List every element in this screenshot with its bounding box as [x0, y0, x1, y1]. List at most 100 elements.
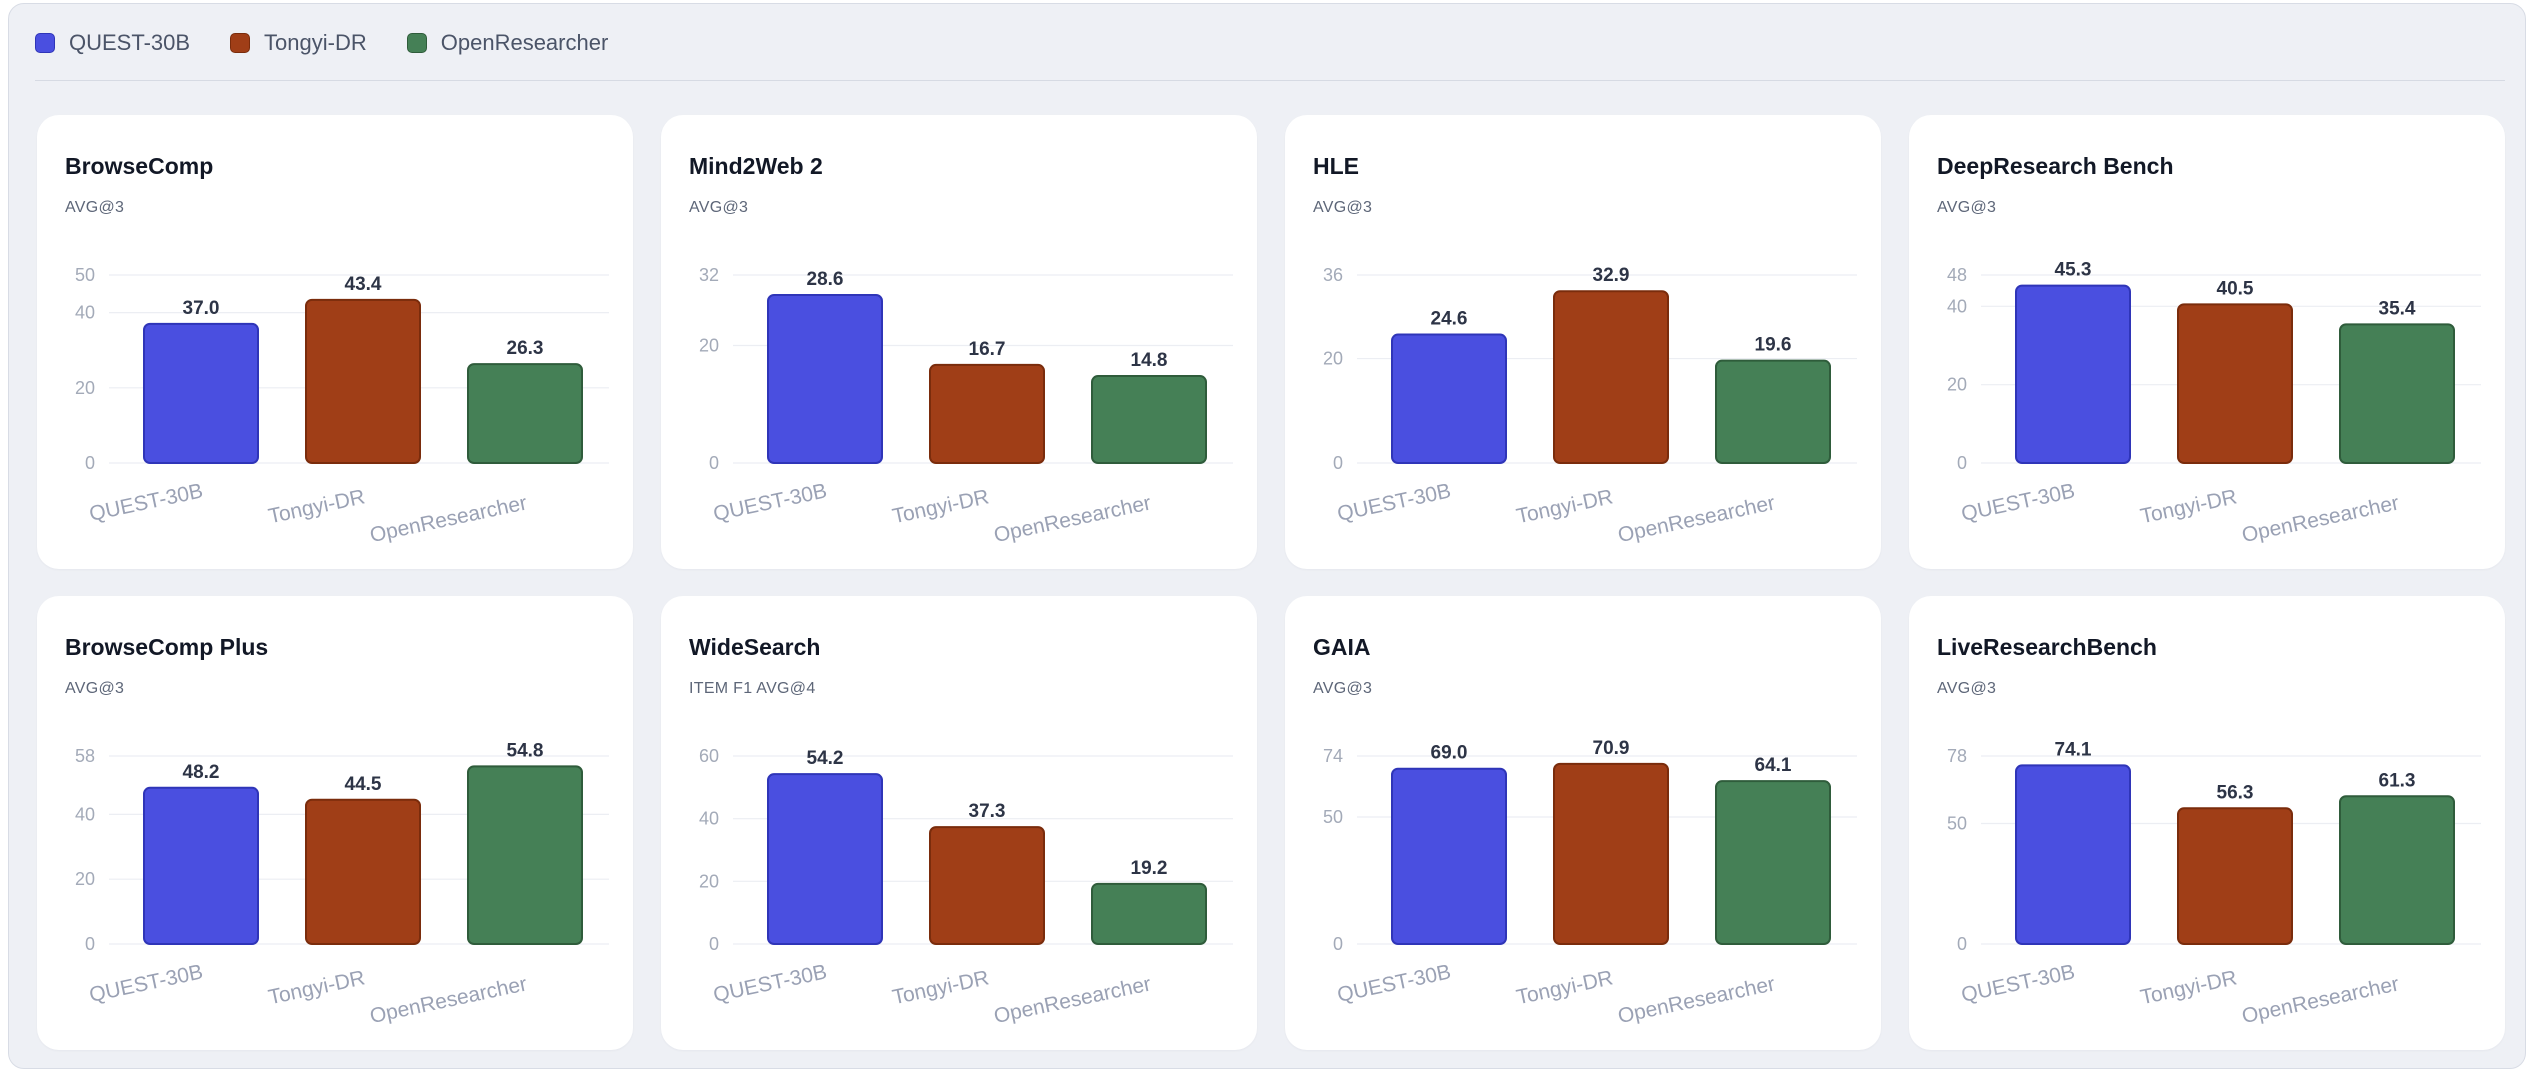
chart-title: HLE — [1313, 153, 1359, 179]
x-tick-label: OpenResearcher — [2240, 491, 2401, 547]
bar-value-label: 70.9 — [1593, 738, 1630, 759]
legend-label: Tongyi-DR — [264, 30, 367, 55]
bar-tongyi-dr — [1553, 762, 1669, 945]
x-tick-label: Tongyi-DR — [1514, 966, 1615, 1009]
x-tick-label: Tongyi-DR — [266, 485, 367, 528]
x-tick-label: OpenResearcher — [992, 491, 1153, 547]
y-tick-label: 40 — [699, 809, 719, 829]
y-tick-label: 40 — [75, 804, 95, 824]
legend-label: OpenResearcher — [440, 30, 609, 55]
y-tick-label: 0 — [709, 453, 719, 473]
chart-card-browsecomp-plus: BrowseComp Plus AVG@3 0 20 40 58 48.2 QUEST-30B… — [37, 596, 633, 1050]
chart-subtitle: AVG@3 — [1937, 680, 1997, 697]
bar-openresearcher — [1091, 375, 1207, 464]
x-tick-label: Tongyi-DR — [890, 485, 991, 528]
y-tick-label: 78 — [1947, 746, 1967, 766]
y-tick-label: 0 — [709, 934, 719, 954]
bar-value-label: 19.6 — [1755, 335, 1792, 356]
bar-value-label: 69.0 — [1431, 743, 1468, 764]
chart-subtitle: AVG@3 — [1313, 199, 1373, 216]
chart-card-gaia: GAIA AVG@3 0 50 74 69.0 QUEST-30B 70.9 Tongyi-DR… — [1285, 596, 1881, 1050]
bar-value-label: 37.3 — [969, 801, 1006, 822]
legend-label: QUEST-30B — [69, 30, 191, 55]
bar-quest-30b — [143, 786, 259, 945]
y-tick-label: 0 — [1333, 453, 1343, 473]
legend-swatch — [406, 33, 427, 53]
y-tick-label: 20 — [1947, 375, 1967, 395]
chart-title: DeepResearch Bench — [1937, 153, 2174, 179]
y-tick-label: 0 — [1957, 453, 1967, 473]
bar-quest-30b — [2015, 764, 2131, 945]
bar-value-label: 40.5 — [2217, 278, 2254, 299]
bar-tongyi-dr — [2177, 303, 2293, 464]
bar-value-label: 45.3 — [2055, 260, 2092, 281]
bar-tongyi-dr — [1553, 290, 1669, 464]
bar-chart: 0 50 78 74.1 QUEST-30B 56.3 Tongyi-DR 61.3 OpenR… — [1947, 739, 2481, 1028]
bar-value-label: 54.8 — [507, 740, 544, 761]
y-tick-label: 50 — [1947, 813, 1967, 833]
bar-value-label: 28.6 — [807, 269, 844, 290]
y-tick-label: 40 — [1947, 296, 1967, 316]
bar-value-label: 37.0 — [183, 298, 220, 319]
bar-value-label: 74.1 — [2055, 739, 2092, 760]
chart-title: BrowseComp Plus — [65, 634, 269, 660]
bar-openresearcher — [467, 363, 583, 464]
x-tick-label: OpenResearcher — [992, 972, 1153, 1028]
bar-tongyi-dr — [929, 363, 1045, 464]
bar-chart: 0 20 40 60 54.2 QUEST-30B 37.3 Tongyi-DR 19.2 Ope… — [699, 746, 1233, 1028]
x-tick-label: QUEST-30B — [1959, 479, 2077, 526]
y-tick-label: 20 — [75, 869, 95, 889]
chart-card-widesearch: WideSearch ITEM F1 AVG@4 0 20 40 60 54.2 QUEST-… — [661, 596, 1257, 1050]
y-tick-label: 0 — [85, 453, 95, 473]
y-tick-label: 50 — [75, 265, 95, 285]
bar-chart: 0 50 74 69.0 QUEST-30B 70.9 Tongyi-DR 64.1 OpenR… — [1323, 738, 1857, 1028]
bar-openresearcher — [2339, 323, 2455, 464]
y-tick-label: 20 — [1323, 349, 1343, 369]
bar-quest-30b — [1391, 767, 1507, 945]
legend-swatch — [35, 33, 55, 53]
legend-divider — [35, 80, 2505, 81]
x-tick-label: Tongyi-DR — [2138, 485, 2239, 528]
x-tick-label: Tongyi-DR — [2138, 966, 2239, 1009]
chart-card-browsecomp: BrowseComp AVG@3 0 20 40 50 37.0 QUEST-30B 43.4 T… — [37, 115, 633, 569]
chart-subtitle: AVG@3 — [1313, 680, 1373, 697]
chart-subtitle: AVG@3 — [689, 199, 749, 216]
y-tick-label: 74 — [1323, 746, 1343, 766]
bar-value-label: 61.3 — [2379, 770, 2416, 791]
x-tick-label: QUEST-30B — [1335, 960, 1453, 1007]
x-tick-label: QUEST-30B — [711, 479, 829, 526]
bar-chart: 0 20 40 58 48.2 QUEST-30B 44.5 Tongyi-DR 54.8 Ope… — [75, 740, 609, 1028]
chart-card-hle: HLE AVG@3 0 20 36 24.6 QUEST-30B 32.9 Tongyi-DR 1… — [1285, 115, 1881, 569]
bar-openresearcher — [2339, 795, 2455, 945]
y-tick-label: 50 — [1323, 807, 1343, 827]
bar-value-label: 35.4 — [2379, 298, 2416, 319]
bar-value-label: 19.2 — [1131, 858, 1168, 879]
chart-subtitle: AVG@3 — [65, 680, 125, 697]
bar-value-label: 54.2 — [807, 748, 844, 769]
y-tick-label: 40 — [75, 303, 95, 323]
dashboard-frame: QUEST-30B Tongyi-DR OpenResearcher BrowseC… — [8, 3, 2526, 1069]
bar-value-label: 16.7 — [969, 339, 1006, 360]
x-tick-label: QUEST-30B — [711, 960, 829, 1007]
bar-tongyi-dr — [305, 298, 421, 464]
y-tick-label: 58 — [75, 746, 95, 766]
chart-subtitle: AVG@3 — [65, 199, 125, 216]
x-tick-label: OpenResearcher — [368, 491, 529, 547]
legend-item-quest-30b: QUEST-30B — [35, 30, 190, 56]
legend-swatch — [230, 33, 251, 53]
x-tick-label: QUEST-30B — [1335, 479, 1453, 526]
bar-tongyi-dr — [2177, 807, 2293, 945]
bar-chart: 0 20 32 28.6 QUEST-30B 16.7 Tongyi-DR 14.8 OpenR… — [699, 265, 1233, 547]
bar-value-label: 64.1 — [1755, 755, 1792, 776]
y-tick-label: 32 — [699, 265, 719, 285]
bar-value-label: 14.8 — [1131, 350, 1168, 371]
y-tick-label: 0 — [1333, 934, 1343, 954]
bar-quest-30b — [143, 322, 259, 464]
bar-openresearcher — [1715, 359, 1831, 464]
x-tick-label: QUEST-30B — [87, 960, 205, 1007]
bar-value-label: 44.5 — [345, 774, 382, 795]
y-tick-label: 48 — [1947, 265, 1967, 285]
chart-subtitle: AVG@3 — [1937, 199, 1997, 216]
x-tick-label: OpenResearcher — [1616, 972, 1777, 1028]
bar-quest-30b — [767, 293, 883, 464]
